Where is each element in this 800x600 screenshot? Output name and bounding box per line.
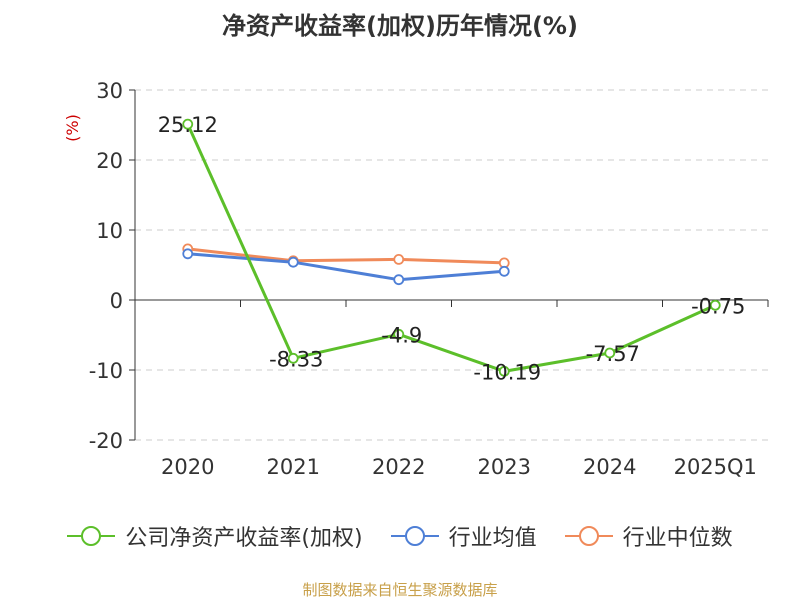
- data-point: [393, 253, 405, 265]
- y-tick-label: 10: [96, 219, 123, 243]
- data-label: -7.57: [586, 342, 640, 366]
- legend-item-company-roe[interactable]: 公司净资产收益率(加权): [67, 520, 363, 552]
- y-tick-label: 0: [110, 289, 123, 313]
- legend-marker-company-roe: [67, 526, 116, 546]
- series: [182, 118, 721, 377]
- legend-item-industry-median[interactable]: 行业中位数: [564, 520, 733, 552]
- data-point: [498, 365, 510, 377]
- y-tick-label: 30: [96, 79, 123, 103]
- series-line-2: [187, 247, 505, 265]
- data-point: [182, 248, 194, 260]
- legend-label-company-roe: 公司净资产收益率(加权): [125, 526, 363, 551]
- x-tick-label: 2021: [267, 455, 320, 479]
- data-label: -4.9: [381, 323, 422, 347]
- data-point: [604, 347, 616, 359]
- data-point: [709, 299, 721, 311]
- y-tick-label: -10: [89, 359, 123, 383]
- y-tick-label: 20: [96, 149, 123, 173]
- data-point: [498, 265, 510, 277]
- legend-marker-industry-mean: [390, 526, 439, 546]
- data-label: -0.75: [691, 294, 745, 318]
- data-label: -8.33: [269, 347, 323, 371]
- data-point: [182, 118, 194, 130]
- x-tick-label: 2022: [372, 455, 425, 479]
- data-point: [287, 256, 299, 268]
- x-tick-label: 2020: [161, 455, 214, 479]
- legend-label-industry-mean: 行业均值: [448, 526, 537, 551]
- x-tick-label: 2024: [583, 455, 636, 479]
- gridlines: [135, 89, 768, 441]
- series-line-0: [186, 123, 716, 373]
- legend-item-industry-mean[interactable]: 行业均值: [390, 520, 537, 552]
- data-point: [393, 328, 405, 340]
- legend: 公司净资产收益率(加权) 行业均值 行业中位数: [0, 520, 800, 552]
- legend-marker-industry-median: [564, 526, 613, 546]
- chart-title: 净资产收益率(加权)历年情况(%): [222, 12, 578, 40]
- legend-label-industry-median: 行业中位数: [622, 526, 733, 551]
- x-tick-label: 2023: [478, 455, 531, 479]
- x-tick-label: 2025Q1: [674, 455, 757, 479]
- data-point: [287, 352, 299, 364]
- series-line-1: [187, 252, 505, 282]
- data-point: [393, 274, 405, 286]
- data-label: -10.19: [473, 360, 541, 384]
- axes: 30 20 10 0 -10 -20 2020 2021 2022 2023 2024 2025Q1 (…: [63, 79, 769, 479]
- data-source-note: 制图数据来自恒生聚源数据库: [302, 581, 498, 599]
- data-labels: 25.12 -8.33 -4.9 -10.19 -7.57 -0.75: [158, 113, 746, 384]
- y-axis-label: (%): [63, 114, 82, 142]
- y-tick-label: -20: [89, 429, 123, 453]
- data-label: 25.12: [158, 113, 218, 137]
